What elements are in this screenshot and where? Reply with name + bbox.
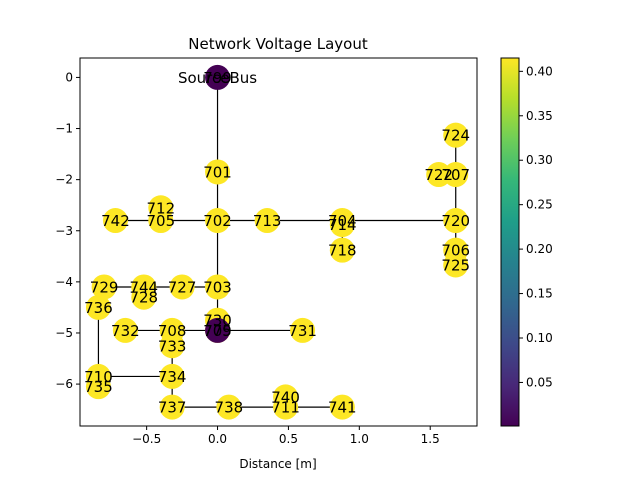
y-tick-label: −3 (55, 224, 73, 238)
node-799 (205, 64, 231, 90)
node-740 (273, 384, 299, 410)
node-733 (159, 333, 185, 359)
x-axis-label: Distance [m] (239, 457, 316, 471)
node-712 (148, 195, 174, 221)
colorbar-ticks: 0.05 0.10 0.15 0.20 0.25 0.30 0.35 0.40 (519, 64, 553, 389)
node-label-720: 720 (441, 212, 470, 230)
y-axis: 0 −1 −2 −3 −4 −5 −6 (55, 70, 80, 391)
node-label-724: 724 (441, 127, 470, 145)
y-tick-label: −6 (55, 377, 73, 391)
node-label-731: 731 (288, 322, 317, 340)
node-label-799: 799 (203, 69, 232, 87)
y-tick-label: 0 (65, 70, 73, 84)
node-label-706: 706 (441, 242, 470, 260)
x-tick-label: 0.5 (279, 432, 298, 446)
colorbar: 0.05 0.10 0.15 0.20 0.25 0.30 0.35 0.40 (500, 57, 553, 427)
y-tick-label: −1 (55, 122, 73, 136)
x-tick-label: −0.5 (132, 432, 161, 446)
node-label-730: 730 (203, 312, 232, 330)
annotation-0: SourceBus (178, 69, 257, 87)
colorbar-gradient (500, 57, 520, 427)
node-label-722: 722 (424, 166, 453, 184)
node-label-742: 742 (101, 212, 130, 230)
node-label-729: 729 (90, 278, 119, 296)
node-741 (329, 394, 355, 420)
node-label-705: 705 (146, 212, 175, 230)
node-736 (85, 294, 111, 320)
node-714 (329, 212, 355, 238)
node-737 (159, 394, 185, 420)
node-742 (102, 208, 128, 234)
node-label-713: 713 (253, 212, 282, 230)
colorbar-tick-label: 0.05 (526, 375, 553, 389)
node-label-741: 741 (328, 399, 357, 417)
node-738 (216, 394, 242, 420)
x-tick-label: 0.0 (208, 432, 227, 446)
node-label-733: 733 (158, 337, 187, 355)
node-735 (85, 374, 111, 400)
node-label-710: 710 (84, 368, 113, 386)
y-tick-label: −5 (55, 326, 73, 340)
colorbar-tick-label: 0.20 (526, 242, 553, 256)
node-label-736: 736 (84, 299, 113, 317)
node-label-728: 728 (129, 289, 158, 307)
node-label-737: 737 (158, 399, 187, 417)
node-label-718: 718 (328, 242, 357, 260)
node-label-707: 707 (441, 166, 470, 184)
node-label-708: 708 (158, 322, 187, 340)
x-tick-label: 1.0 (350, 432, 369, 446)
node-label-744: 744 (129, 278, 158, 296)
node-label-714: 714 (328, 216, 357, 234)
node-718 (329, 237, 355, 263)
y-tick-label: −2 (55, 173, 73, 187)
node-702 (205, 208, 231, 234)
node-label-702: 702 (203, 212, 232, 230)
node-701 (205, 159, 231, 185)
colorbar-tick-label: 0.15 (526, 287, 553, 301)
node-722 (426, 162, 452, 188)
node-732 (112, 317, 138, 343)
colorbar-tick-label: 0.35 (526, 109, 553, 123)
node-label-704: 704 (328, 212, 357, 230)
node-728 (131, 284, 157, 310)
node-label-740: 740 (271, 388, 300, 406)
node-label-735: 735 (84, 378, 113, 396)
y-tick-label: −4 (55, 275, 73, 289)
node-724 (443, 122, 469, 148)
node-label-712: 712 (146, 199, 175, 217)
node-label-738: 738 (215, 399, 244, 417)
node-label-709: 709 (203, 322, 232, 340)
node-729 (91, 274, 117, 300)
colorbar-tick-label: 0.10 (526, 331, 553, 345)
node-label-734: 734 (158, 368, 187, 386)
node-720 (443, 208, 469, 234)
node-703 (205, 274, 231, 300)
node-label-701: 701 (203, 163, 232, 181)
colorbar-tick-label: 0.40 (526, 64, 553, 78)
node-775 (205, 317, 231, 343)
x-tick-label: 1.5 (421, 432, 440, 446)
node-713 (254, 208, 280, 234)
x-axis: −0.5 0.0 0.5 1.0 1.5 (132, 426, 440, 446)
chart-title: Network Voltage Layout (188, 35, 368, 53)
node-label-732: 732 (111, 322, 140, 340)
colorbar-tick-label: 0.30 (526, 153, 553, 167)
node-label-703: 703 (203, 278, 232, 296)
colorbar-tick-label: 0.25 (526, 198, 553, 212)
node-725 (443, 252, 469, 278)
node-734 (159, 363, 185, 389)
node-label-775: 775 (203, 322, 232, 340)
node-731 (290, 317, 316, 343)
node-label-711: 711 (271, 399, 300, 417)
node-727 (169, 274, 195, 300)
plot-frame (79, 57, 478, 427)
node-label-727: 727 (168, 278, 197, 296)
nodes-layer (85, 64, 469, 420)
node-label-725: 725 (441, 257, 470, 275)
